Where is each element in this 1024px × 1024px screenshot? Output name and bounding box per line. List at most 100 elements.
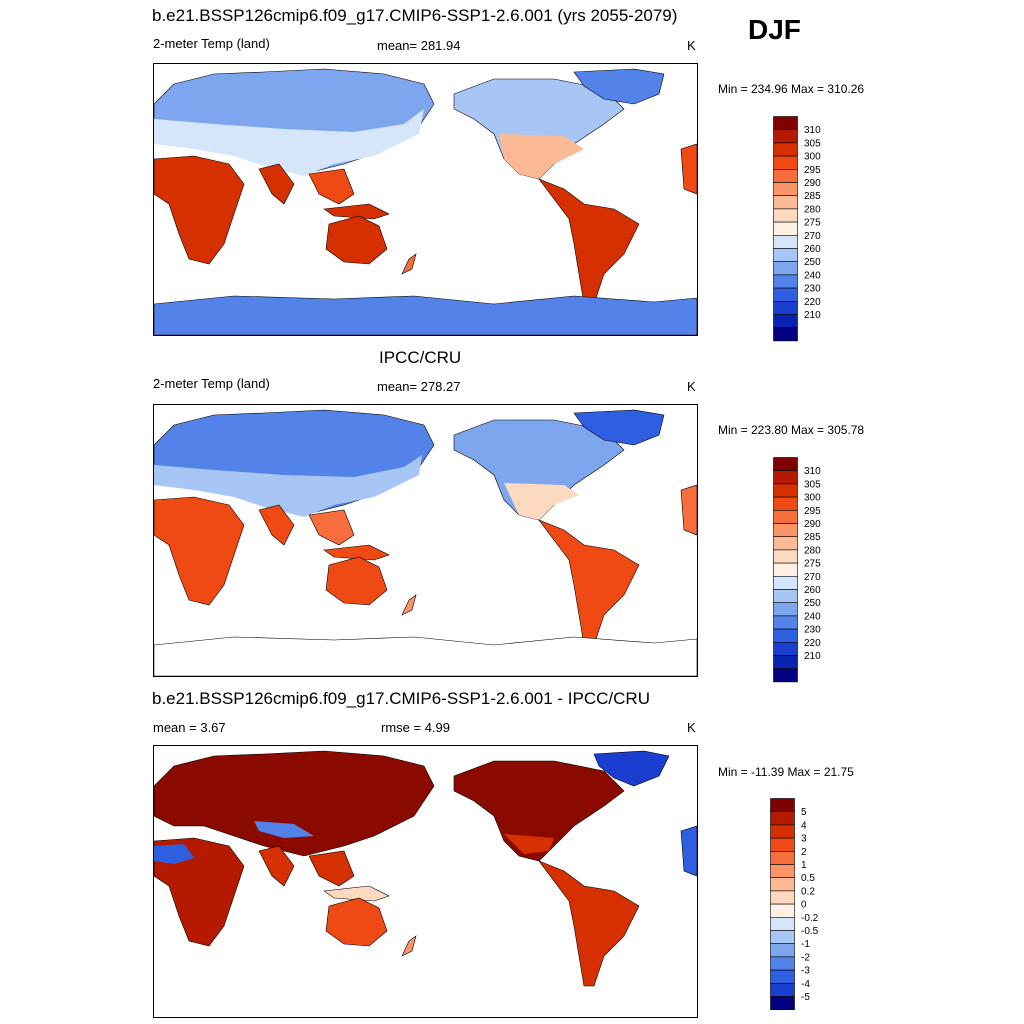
panel3-colorbar-label: 0.5	[801, 873, 815, 884]
panel1-colorbar-label: 260	[804, 244, 821, 255]
panel1-colorbar-swatch	[773, 208, 798, 223]
panel1-colorbar-swatch	[773, 182, 798, 196]
panel3-colorbar-label: 3	[801, 834, 807, 845]
panel2-minmax: Min = 223.80 Max = 305.78	[718, 423, 865, 437]
panel1-colorbar-swatch	[773, 274, 798, 289]
panel3-colorbar-label: 4	[801, 820, 807, 831]
panel2-colorbar-swatch	[773, 642, 798, 656]
panel3-rmse-label: rmse = 4.99	[381, 720, 451, 735]
panel3-colorbar-swatch	[770, 930, 795, 944]
panel1-colorbar-label: 280	[804, 204, 821, 215]
panel2-colorbar-label: 290	[804, 519, 821, 530]
panel3-colorbar-label: -3	[801, 966, 810, 977]
panel2-colorbar-label: 300	[804, 493, 821, 504]
panel2-colorbar-swatch	[773, 509, 798, 524]
panel3-colorbar-label: -0.2	[801, 913, 819, 924]
panel1-colorbar-label: 300	[804, 152, 821, 163]
panel1-title: b.e21.BSSP126cmip6.f09_g17.CMIP6-SSP1-2.…	[152, 6, 678, 25]
panel3-colorbar-swatch	[770, 996, 795, 1010]
panel2-colorbar-label: 295	[804, 506, 821, 517]
panel2-colorbar-label: 275	[804, 559, 821, 570]
panel2-colorbar-swatch	[773, 470, 798, 485]
panel1-colorbar-label: 230	[804, 284, 821, 295]
panel2-colorbar-label: 240	[804, 611, 821, 622]
panel1-colorbar-swatch	[773, 235, 798, 249]
panel3-colorbar-label: 2	[801, 847, 807, 858]
panel3-map	[153, 745, 698, 1018]
panel3-colorbar-label: -4	[801, 979, 810, 990]
panel2-colorbar-label: 305	[804, 479, 821, 490]
panel3-colorbar-label: 0.2	[801, 886, 815, 897]
panel2-colorbar-label: 310	[804, 466, 821, 477]
panel1-colorbar-label: 295	[804, 165, 821, 176]
panel1-colorbar-swatch	[773, 129, 798, 144]
panel1-units: K	[687, 38, 696, 53]
panel3-colorbar-swatch	[770, 864, 795, 878]
panel2-colorbar-swatch	[773, 589, 798, 603]
panel3-mean-label: mean = 3.67	[153, 720, 226, 735]
panel3-colorbar-swatch	[770, 917, 795, 931]
panel2-colorbar-swatch	[773, 457, 798, 471]
panel2-colorbar-swatch	[773, 668, 798, 683]
panel1-colorbar-swatch	[773, 248, 798, 262]
panel1-colorbar-swatch	[773, 301, 798, 315]
panel2-colorbar-label: 280	[804, 545, 821, 556]
panel3-colorbar-label: 5	[801, 807, 807, 818]
panel2-colorbar-label: 260	[804, 585, 821, 596]
panel3-title: b.e21.BSSP126cmip6.f09_g17.CMIP6-SSP1-2.…	[152, 689, 650, 708]
panel2-colorbar-swatch	[773, 483, 798, 498]
panel1-colorbar-svg: 310 305 300 295 290 285 280 275 270 260 250 240 230 2…	[773, 116, 821, 342]
panel3-colorbar-swatch	[770, 903, 795, 918]
panel1-colorbar-label: 250	[804, 257, 821, 268]
panel2-colorbar-swatch	[773, 549, 798, 564]
panel1-colorbar-label: 310	[804, 125, 821, 136]
panel3-colorbar-label: 0	[801, 900, 807, 911]
panel2-title: IPCC/CRU	[379, 348, 462, 367]
panel2-colorbar-swatch	[773, 562, 798, 577]
panel2-colorbar-swatch	[773, 523, 798, 537]
panel3-colorbar-swatch	[770, 811, 795, 826]
panel2-map	[153, 404, 698, 677]
panel1-colorbar-label: 220	[804, 297, 821, 308]
panel3-colorbar-swatch	[770, 969, 795, 984]
panel2-colorbar-label: 230	[804, 625, 821, 636]
panel3-units: K	[687, 720, 696, 735]
panel1-colorbar-label: 275	[804, 218, 821, 229]
panel2-units: K	[687, 379, 696, 394]
season-label: DJF	[748, 14, 801, 45]
panel1-colorbar-swatch	[773, 116, 798, 130]
panel3-minmax: Min = -11.39 Max = 21.75	[718, 765, 854, 779]
panel2-colorbar-swatch	[773, 602, 798, 617]
panel1-colorbar-label: 270	[804, 231, 821, 242]
panel1-colorbar-swatch	[773, 221, 798, 236]
panel3-colorbar-svg: 5 4 3 2 1 0.5 0.2 0 -0.2 -0.5 -1 -2 -3 -4 -5	[770, 798, 819, 1010]
panel1-colorbar-swatch	[773, 168, 798, 183]
panel1-colorbar-label: 210	[804, 310, 821, 321]
panel3-colorbar-swatch	[770, 983, 795, 997]
panel2-colorbar-swatch	[773, 628, 798, 643]
panel1-colorbar-label: 305	[804, 138, 821, 149]
panel1-colorbar-swatch	[773, 155, 798, 170]
panel3-colorbar-label: -5	[801, 992, 810, 1003]
panel2-colorbar-swatch	[773, 615, 798, 630]
panel1-minmax: Min = 234.96 Max = 310.26	[718, 82, 865, 96]
panel2-colorbar-label: 250	[804, 598, 821, 609]
panel1-variable-label: 2-meter Temp (land)	[153, 36, 270, 51]
panel1-colorbar-swatch	[773, 195, 798, 210]
panel2-colorbar: 310 305 300 295 290 285 280 275 270 260 250 240 230 2…	[773, 457, 853, 691]
panel2-colorbar-svg: 310 305 300 295 290 285 280 275 270 260 250 240 230 2…	[773, 457, 821, 683]
panel2-colorbar-swatch	[773, 496, 798, 511]
panel1-colorbar-label: 290	[804, 178, 821, 189]
panel1-colorbar: 310 305 300 295 290 285 280 275 270 260 250 240 230 2…	[773, 116, 853, 350]
panel2-colorbar-label: 285	[804, 532, 821, 543]
panel2-colorbar-label: 220	[804, 638, 821, 649]
panel3-colorbar: 5 4 3 2 1 0.5 0.2 0 -0.2 -0.5 -1 -2 -3 -4 -5	[770, 798, 850, 1019]
panel2-colorbar-swatch	[773, 655, 798, 669]
panel1-colorbar-swatch	[773, 314, 798, 328]
panel2-variable-label: 2-meter Temp (land)	[153, 376, 270, 391]
panel3-colorbar-swatch	[770, 824, 795, 839]
panel1-colorbar-swatch	[773, 261, 798, 276]
panel1-colorbar-label: 285	[804, 191, 821, 202]
panel3-colorbar-swatch	[770, 877, 795, 892]
panel3-colorbar-label: -1	[801, 939, 810, 950]
